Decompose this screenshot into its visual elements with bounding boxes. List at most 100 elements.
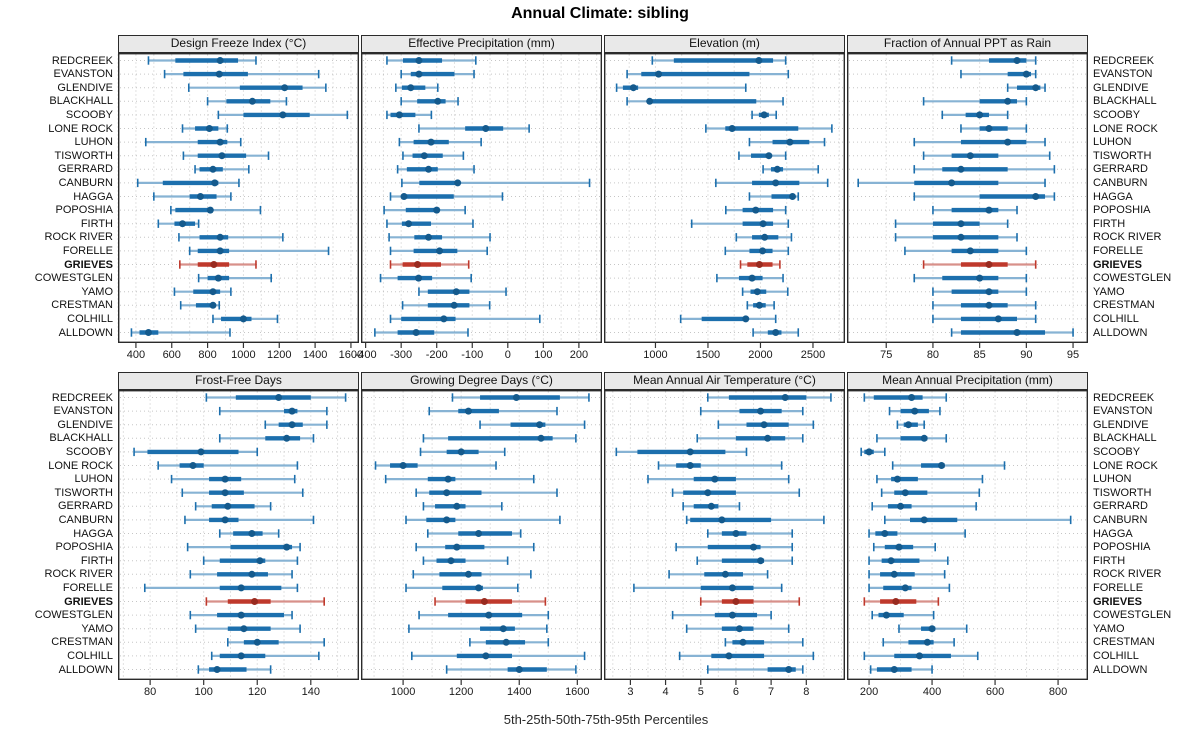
percentile-row <box>615 83 747 92</box>
panel-strip: Mean Annual Precipitation (mm) <box>847 372 1088 390</box>
percentile-row <box>904 246 1028 256</box>
percentile-row <box>379 273 472 283</box>
median-dot <box>215 70 223 78</box>
percentile-row <box>880 488 981 497</box>
percentile-row <box>389 260 470 269</box>
median-dot <box>728 611 736 619</box>
percentile-row <box>401 178 591 188</box>
median-dot <box>707 502 715 510</box>
tick-label: 1400 <box>302 349 328 361</box>
median-dot <box>248 570 256 578</box>
median-dot <box>502 638 510 646</box>
station-label-right: GLENDIVE <box>1093 81 1149 94</box>
percentile-row <box>746 301 775 310</box>
percentile-row <box>415 542 535 552</box>
median-dot <box>288 407 296 415</box>
median-dot <box>209 288 217 296</box>
median-dot <box>976 274 984 282</box>
percentile-row <box>205 597 325 606</box>
median-dot <box>256 557 264 565</box>
median-dot <box>966 152 974 160</box>
median-dot <box>1032 193 1040 200</box>
tick-label: 1200 <box>267 349 292 361</box>
median-dot <box>728 125 736 132</box>
percentile-row <box>696 556 794 565</box>
station-label-left: LUHON <box>74 136 113 149</box>
station-label-left: LUHON <box>74 473 113 486</box>
median-dot <box>415 70 423 78</box>
station-label-right: COWESTGLEN <box>1093 609 1172 622</box>
median-dot <box>237 611 245 619</box>
median-dot <box>760 421 768 429</box>
station-label-right: GERRARD <box>1093 163 1149 176</box>
percentile-row <box>706 665 804 674</box>
median-dot <box>536 421 544 429</box>
median-dot <box>1004 97 1012 105</box>
median-dot <box>251 598 259 605</box>
station-label-left: ALLDOWN <box>58 326 113 339</box>
tick-label: 3 <box>627 686 634 698</box>
tick-label: -200 <box>425 349 448 361</box>
percentile-row <box>181 488 304 497</box>
median-dot <box>425 233 433 241</box>
percentile-row <box>202 556 299 565</box>
median-dot <box>786 138 794 146</box>
median-dot <box>240 625 248 633</box>
percentile-row <box>868 583 951 593</box>
median-dot <box>283 543 291 551</box>
tick-label: 80 <box>926 349 940 361</box>
station-label-right: CANBURN <box>1093 176 1148 189</box>
median-dot <box>735 625 743 633</box>
percentile-row <box>888 406 941 416</box>
percentile-row <box>374 328 469 337</box>
percentile-row <box>133 447 259 457</box>
median-dot <box>434 97 442 105</box>
panel-plot <box>603 52 846 348</box>
median-dot <box>213 666 221 673</box>
tick-label: 100 <box>194 686 213 698</box>
tick-label: 1200 <box>448 686 474 698</box>
percentile-row <box>411 651 586 661</box>
percentile-row <box>738 151 787 160</box>
median-dot <box>646 97 654 105</box>
percentile-row <box>633 583 783 593</box>
tick-label: -100 <box>461 349 484 361</box>
percentile-row <box>741 287 789 296</box>
percentile-row <box>748 137 826 147</box>
percentile-row <box>869 665 933 674</box>
percentile-row <box>932 287 1028 296</box>
percentile-row <box>894 219 1009 228</box>
percentile-row <box>400 97 459 106</box>
percentile-row <box>699 597 801 606</box>
tick-label: 100 <box>534 349 553 361</box>
median-dot <box>443 516 451 524</box>
median-dot <box>482 652 490 660</box>
percentile-row <box>950 56 1037 65</box>
median-dot <box>452 288 460 296</box>
percentile-row <box>386 110 433 120</box>
station-label-right: TISWORTH <box>1093 486 1152 499</box>
percentile-row <box>647 474 790 484</box>
median-dot <box>275 394 283 401</box>
percentile-row <box>412 570 532 579</box>
percentile-row <box>699 406 804 416</box>
median-dot <box>704 489 712 497</box>
percentile-row <box>144 137 242 147</box>
tick-label: 1400 <box>506 686 532 698</box>
station-label-left: GLENDIVE <box>57 81 113 94</box>
station-label-right: BLACKHALL <box>1093 95 1157 108</box>
median-dot <box>759 220 767 228</box>
panel-plot <box>846 389 1089 685</box>
tick-label: 200 <box>859 686 879 698</box>
percentile-row <box>898 624 968 633</box>
median-dot <box>248 97 256 105</box>
median-dot <box>216 57 224 64</box>
tick-label: 7 <box>768 686 775 698</box>
station-label-left: REDCREEK <box>51 391 113 404</box>
median-dot <box>475 530 483 537</box>
percentile-row <box>868 556 949 565</box>
median-dot <box>985 301 993 309</box>
percentile-row <box>218 529 280 538</box>
percentile-row <box>706 529 794 538</box>
percentile-row <box>884 515 1072 525</box>
